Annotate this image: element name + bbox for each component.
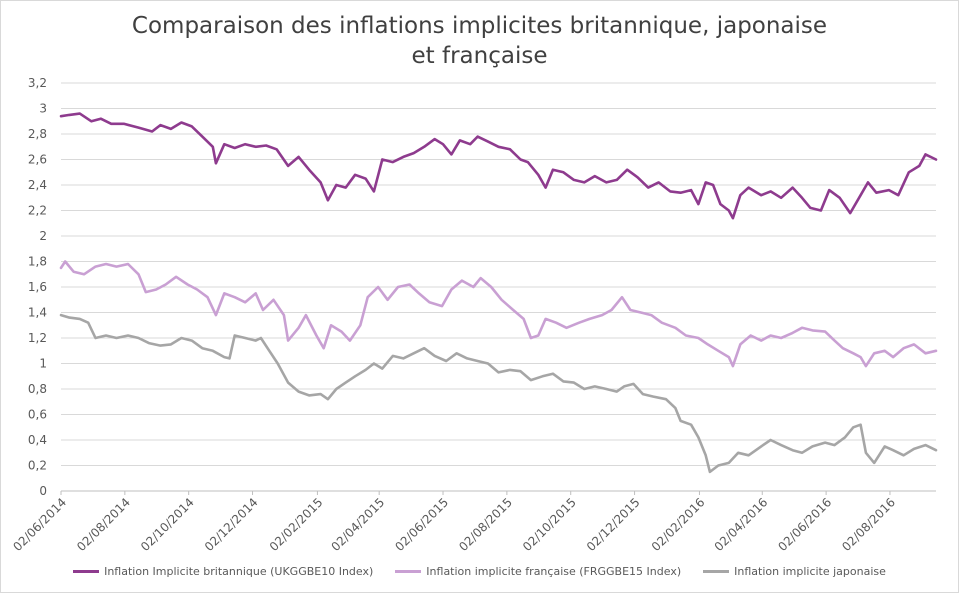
legend-swatch xyxy=(703,570,730,573)
x-tick-label: 02/08/2015 xyxy=(456,495,515,554)
y-tick-label: 1,2 xyxy=(28,331,47,345)
x-tick-label: 02/06/2014 xyxy=(10,495,69,554)
chart-title: Comparaison des inflations implicites br… xyxy=(1,11,958,71)
y-tick-label: 3 xyxy=(39,102,47,116)
chart-legend: Inflation Implicite britannique (UKGGBE1… xyxy=(1,565,958,578)
y-tick-label: 1,6 xyxy=(28,280,47,294)
x-tick-label: 02/02/2016 xyxy=(649,495,708,554)
legend-label: Inflation implicite française (FRGGBE15 … xyxy=(426,565,682,578)
legend-swatch xyxy=(73,570,100,573)
x-tick-label: 02/10/2014 xyxy=(138,495,197,554)
legend-label: Inflation Implicite britannique (UKGGBE1… xyxy=(104,565,374,578)
y-tick-label: 2,4 xyxy=(28,178,47,192)
series-lines xyxy=(59,112,938,474)
legend-item: Inflation Implicite britannique (UKGGBE1… xyxy=(73,565,373,578)
x-tick-label: 02/12/2015 xyxy=(584,495,643,554)
x-tick-label: 02/12/2014 xyxy=(202,495,261,554)
x-tick-label: 02/06/2015 xyxy=(392,495,451,554)
grid-lines xyxy=(61,82,936,492)
legend-label: Inflation implicite japonaise xyxy=(734,565,886,578)
x-tick-label: 02/02/2015 xyxy=(267,495,326,554)
series-line-1 xyxy=(59,112,938,220)
y-tick-label: 1 xyxy=(39,357,47,371)
x-tick-label: 02/04/2015 xyxy=(328,495,387,554)
legend-swatch xyxy=(395,570,422,573)
y-tick-label: 0,8 xyxy=(28,382,47,396)
x-axis-ticks: 02/06/2014 02/08/2014 02/10/2014 02/12/2014… xyxy=(10,491,898,554)
chart-title-text: Comparaison des inflations implicites br… xyxy=(131,13,828,69)
y-tick-label: 0,4 xyxy=(28,433,47,447)
series-line-3 xyxy=(59,313,938,474)
y-tick-label: 0 xyxy=(39,484,47,498)
x-tick-label: 02/08/2016 xyxy=(839,495,898,554)
legend-item: Inflation implicite française (FRGGBE15 … xyxy=(395,565,681,578)
y-tick-label: 3,2 xyxy=(28,76,47,90)
y-tick-label: 2,8 xyxy=(28,127,47,141)
y-tick-label: 0,2 xyxy=(28,459,47,473)
x-tick-label: 02/04/2016 xyxy=(712,495,771,554)
series-line-2 xyxy=(59,260,938,368)
y-tick-label: 2,2 xyxy=(28,204,47,218)
x-tick-label: 02/10/2015 xyxy=(520,495,579,554)
x-tick-label: 02/08/2014 xyxy=(74,495,133,554)
x-tick-label: 02/06/2016 xyxy=(775,495,834,554)
y-tick-label: 2 xyxy=(39,229,47,243)
y-tick-label: 2,6 xyxy=(28,153,47,167)
legend-item: Inflation implicite japonaise xyxy=(703,565,886,578)
y-tick-label: 0,6 xyxy=(28,408,47,422)
y-tick-label: 1,4 xyxy=(28,306,47,320)
y-axis-ticks: 0 0,2 0,4 0,6 0,8 1 1,2 1,4 1,6 1,8 2 2,2 2,4 2,6 2,8 3… xyxy=(28,76,47,498)
y-tick-label: 1,8 xyxy=(28,255,47,269)
